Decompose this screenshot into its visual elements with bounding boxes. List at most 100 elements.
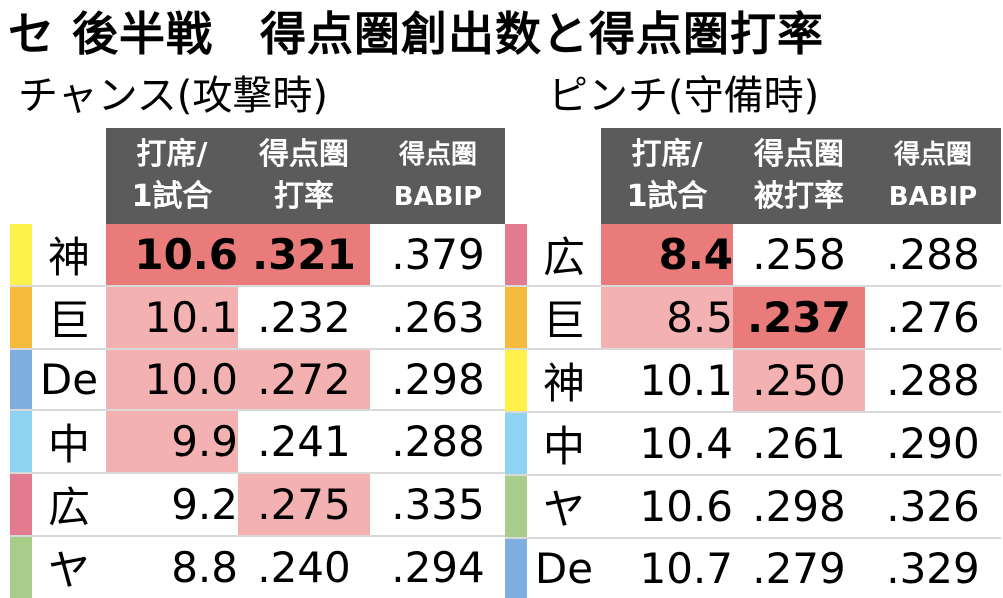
risp-babip-cell: .288 (370, 410, 506, 474)
risp-opp-avg-cell: .298 (733, 475, 865, 539)
team-color-bar (505, 538, 527, 598)
column-header-risp-babip: 得点圏 BABIP (865, 128, 1001, 224)
risp-babip-cell: .288 (865, 224, 1001, 287)
header-blank-cell (505, 128, 601, 224)
column-header-risp-avg: 得点圏 打率 (238, 128, 370, 224)
column-header-line2: 打率 (274, 179, 334, 214)
pa-per-game-cell: 10.0 (106, 349, 238, 411)
column-header-line2: BABIP (888, 182, 978, 212)
pa-per-game-cell: 10.1 (601, 349, 733, 413)
risp-babip-cell: .379 (370, 224, 506, 287)
pinch-table-panel: 打席/ 1試合 得点圏 被打率 得点圏 BABIP 広 8.4 .258 .28 (505, 128, 1001, 598)
column-header-line1: 得点圏 (893, 140, 972, 170)
chance-table-panel: 打席/ 1試合 得点圏 打率 得点圏 BABIP 神 10.6 .321 .37 (10, 128, 506, 598)
column-header-line2: 1試合 (626, 179, 708, 214)
chance-table-title: チャンス(攻撃時) (18, 73, 329, 119)
column-header-line2: 被打率 (754, 179, 844, 214)
column-header-risp-babip: 得点圏 BABIP (370, 128, 506, 224)
risp-babip-cell: .329 (886, 544, 980, 593)
pa-per-game-cell: 9.9 (106, 410, 238, 474)
team-color-bar (505, 286, 527, 350)
risp-babip-cell: .288 (865, 349, 1001, 413)
team-label: 巨 (32, 286, 106, 350)
risp-babip-cell: .294 (391, 543, 485, 592)
risp-opp-avg-cell: .237 (733, 286, 865, 350)
table-row: 広 9.2 .275 .335 (10, 473, 506, 537)
pa-per-game-cell: 8.8 (171, 543, 238, 592)
column-header-pa-per-game: 打席/ 1試合 (601, 128, 733, 224)
team-label: ヤ (527, 475, 601, 539)
chance-stats-table: 打席/ 1試合 得点圏 打率 得点圏 BABIP 神 10.6 .321 .37 (10, 128, 506, 598)
risp-avg-cell: .240 (257, 543, 351, 592)
table-header-row: 打席/ 1試合 得点圏 打率 得点圏 BABIP (10, 128, 506, 224)
column-header-risp-opp-avg: 得点圏 被打率 (733, 128, 865, 224)
column-header-line1: 得点圏 (754, 137, 844, 172)
risp-avg-cell: .241 (238, 410, 370, 474)
table-row: 中 10.4 .261 .290 (505, 412, 1001, 476)
table-row: 広 8.4 .258 .288 (505, 224, 1001, 287)
table-row: 神 10.6 .321 .379 (10, 224, 506, 287)
risp-avg-cell: .272 (238, 349, 370, 411)
table-row: 中 9.9 .241 .288 (10, 410, 506, 474)
team-label: 巨 (527, 286, 601, 350)
page-title: セ 後半戦 得点圏創出数と得点圏打率 (8, 7, 825, 61)
team-label: 神 (32, 224, 106, 287)
risp-avg-cell: .232 (238, 286, 370, 350)
risp-opp-avg-cell: .261 (733, 412, 865, 476)
pa-per-game-cell: 10.4 (601, 412, 733, 476)
risp-opp-avg-cell: .258 (733, 224, 865, 287)
team-label: 広 (527, 224, 601, 287)
pa-per-game-cell: 10.7 (639, 544, 733, 593)
team-color-bar (10, 473, 32, 537)
pinch-table-title: ピンチ(守備時) (548, 73, 820, 119)
risp-babip-cell: .263 (370, 286, 506, 350)
team-label: ヤ (47, 546, 90, 595)
risp-babip-cell: .335 (370, 473, 506, 537)
pa-per-game-cell: 10.1 (106, 286, 238, 350)
pa-per-game-cell: 8.4 (601, 224, 733, 287)
risp-opp-avg-cell: .279 (752, 544, 846, 593)
table-row: 巨 10.1 .232 .263 (10, 286, 506, 350)
column-header-pa-per-game: 打席/ 1試合 (106, 128, 238, 224)
pa-per-game-cell: 8.5 (601, 286, 733, 350)
team-color-bar (505, 475, 527, 539)
column-header-line1: 打席/ (136, 137, 208, 172)
column-header-line1: 得点圏 (398, 140, 477, 170)
pa-per-game-cell: 10.6 (106, 224, 238, 287)
team-label: 神 (527, 349, 601, 413)
table-row: De 10.0 .272 .298 (10, 349, 506, 411)
pa-per-game-cell: 9.2 (106, 473, 238, 537)
team-color-bar (505, 412, 527, 476)
team-color-bar (505, 349, 527, 413)
table-row: ヤ 8.8 .240 .294 (10, 536, 506, 598)
column-header-line1: 得点圏 (259, 137, 349, 172)
header-blank-cell (10, 128, 106, 224)
team-color-bar (10, 349, 32, 411)
team-color-bar (10, 286, 32, 350)
team-color-bar (10, 410, 32, 474)
team-color-bar (505, 224, 527, 287)
table-header-row: 打席/ 1試合 得点圏 被打率 得点圏 BABIP (505, 128, 1001, 224)
column-header-line1: 打席/ (631, 137, 703, 172)
team-label: 中 (32, 410, 106, 474)
team-color-bar (10, 224, 32, 287)
risp-avg-cell: .321 (238, 224, 370, 287)
risp-babip-cell: .276 (865, 286, 1001, 350)
risp-avg-cell: .275 (238, 473, 370, 537)
table-row: ヤ 10.6 .298 .326 (505, 475, 1001, 539)
table-row: 巨 8.5 .237 .276 (505, 286, 1001, 350)
risp-babip-cell: .290 (865, 412, 1001, 476)
pa-per-game-cell: 10.6 (601, 475, 733, 539)
team-color-bar (10, 536, 32, 598)
team-label: De (534, 544, 594, 593)
column-header-line2: BABIP (393, 182, 483, 212)
risp-babip-cell: .298 (370, 349, 506, 411)
team-label: 広 (32, 473, 106, 537)
risp-opp-avg-cell: .250 (733, 349, 865, 413)
table-row: 神 10.1 .250 .288 (505, 349, 1001, 413)
team-label: De (32, 349, 106, 411)
table-row: De 10.7 .279 .329 (505, 538, 1001, 598)
pinch-stats-table: 打席/ 1試合 得点圏 被打率 得点圏 BABIP 広 8.4 .258 .28 (505, 128, 1001, 598)
team-label: 中 (527, 412, 601, 476)
risp-babip-cell: .326 (865, 475, 1001, 539)
